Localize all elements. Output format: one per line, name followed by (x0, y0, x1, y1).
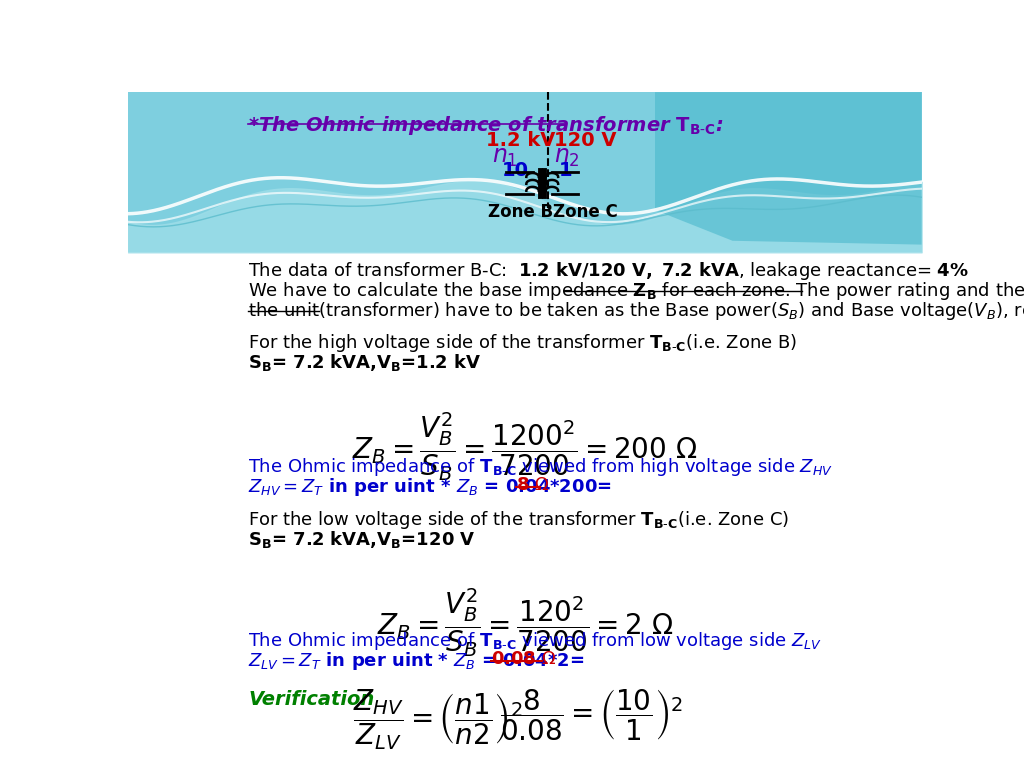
Text: For the high voltage side of the transformer $\mathbf{T_{B\text{-}C}}$(i.e. Zone: For the high voltage side of the transfo… (248, 333, 798, 354)
Text: 120 V: 120 V (554, 131, 616, 150)
Text: $Z_B = \dfrac{V_B^2}{S_B} = \dfrac{1200^2}{7200} = 200\ \Omega$: $Z_B = \dfrac{V_B^2}{S_B} = \dfrac{1200^… (352, 410, 697, 482)
Text: Verification: Verification (248, 690, 375, 710)
Text: *The Ohmic impedance of transformer $\mathbf{T_{B\text{-}C}}$:: *The Ohmic impedance of transformer $\ma… (248, 114, 724, 137)
Text: 10: 10 (502, 161, 528, 180)
Text: Zone B: Zone B (487, 203, 553, 221)
Polygon shape (655, 92, 922, 245)
Text: 8 $\Omega$: 8 $\Omega$ (515, 476, 549, 495)
Text: $\mathbf{S_B}$= 7.2 kVA,$\mathbf{V_B}$=120 V: $\mathbf{S_B}$= 7.2 kVA,$\mathbf{V_B}$=1… (248, 528, 476, 550)
Text: The Ohmic impedance of $\mathbf{T_{B\text{-}C}}$ viewed from low voltage side $Z: The Ohmic impedance of $\mathbf{T_{B\tex… (248, 631, 822, 652)
Text: $n_1$: $n_1$ (493, 145, 518, 169)
Text: 1: 1 (559, 161, 572, 180)
Text: 1.2 kV: 1.2 kV (486, 131, 555, 150)
Polygon shape (128, 92, 922, 253)
Text: $\dfrac{8}{0.08} = \left(\dfrac{10}{1}\right)^2$: $\dfrac{8}{0.08} = \left(\dfrac{10}{1}\r… (500, 687, 683, 743)
Text: $Z_B = \dfrac{V_B^2}{S_B} = \dfrac{120^2}{7200} = 2\ \Omega$: $Z_B = \dfrac{V_B^2}{S_B} = \dfrac{120^2… (377, 587, 673, 659)
Text: For the low voltage side of the transformer $\mathbf{T_{B\text{-}C}}$(i.e. Zone : For the low voltage side of the transfor… (248, 508, 790, 531)
Text: The data of transformer B-C:  $\mathbf{1.2\ kV/120\ V,\ 7.2\ kVA}$, leakage reac: The data of transformer B-C: $\mathbf{1.… (248, 260, 969, 282)
Text: 0.08 $\Omega$: 0.08 $\Omega$ (490, 650, 556, 668)
Text: $\dfrac{Z_{HV}}{Z_{LV}} = \left(\dfrac{n1}{n2}\right)^2$: $\dfrac{Z_{HV}}{Z_{LV}} = \left(\dfrac{n… (352, 687, 522, 752)
Text: $\mathbf{S_B}$= 7.2 kVA,$\mathbf{V_B}$=1.2 kV: $\mathbf{S_B}$= 7.2 kVA,$\mathbf{V_B}$=1… (248, 353, 481, 373)
Text: $Z_{HV}=Z_T$ in per uint * $Z_B$ = 0.04*200=: $Z_{HV}=Z_T$ in per uint * $Z_B$ = 0.04*… (248, 476, 613, 498)
Text: $Z_{LV}=Z_T$ in per uint * $Z_B$ = 0.04*2=: $Z_{LV}=Z_T$ in per uint * $Z_B$ = 0.04*… (248, 650, 586, 673)
Text: The Ohmic impedance of $\mathbf{T_{B\text{-}C}}$ viewed from high voltage side $: The Ohmic impedance of $\mathbf{T_{B\tex… (248, 456, 834, 478)
Text: $n_2$: $n_2$ (554, 145, 581, 169)
Text: the unit(transformer) have to be taken as the Base power($S_B$) and Base voltage: the unit(transformer) have to be taken a… (248, 300, 1024, 322)
Text: We have to calculate the base impedance $\mathbf{Z_B}$ for each zone. The power : We have to calculate the base impedance … (248, 280, 1024, 302)
Text: Zone C: Zone C (554, 203, 618, 221)
